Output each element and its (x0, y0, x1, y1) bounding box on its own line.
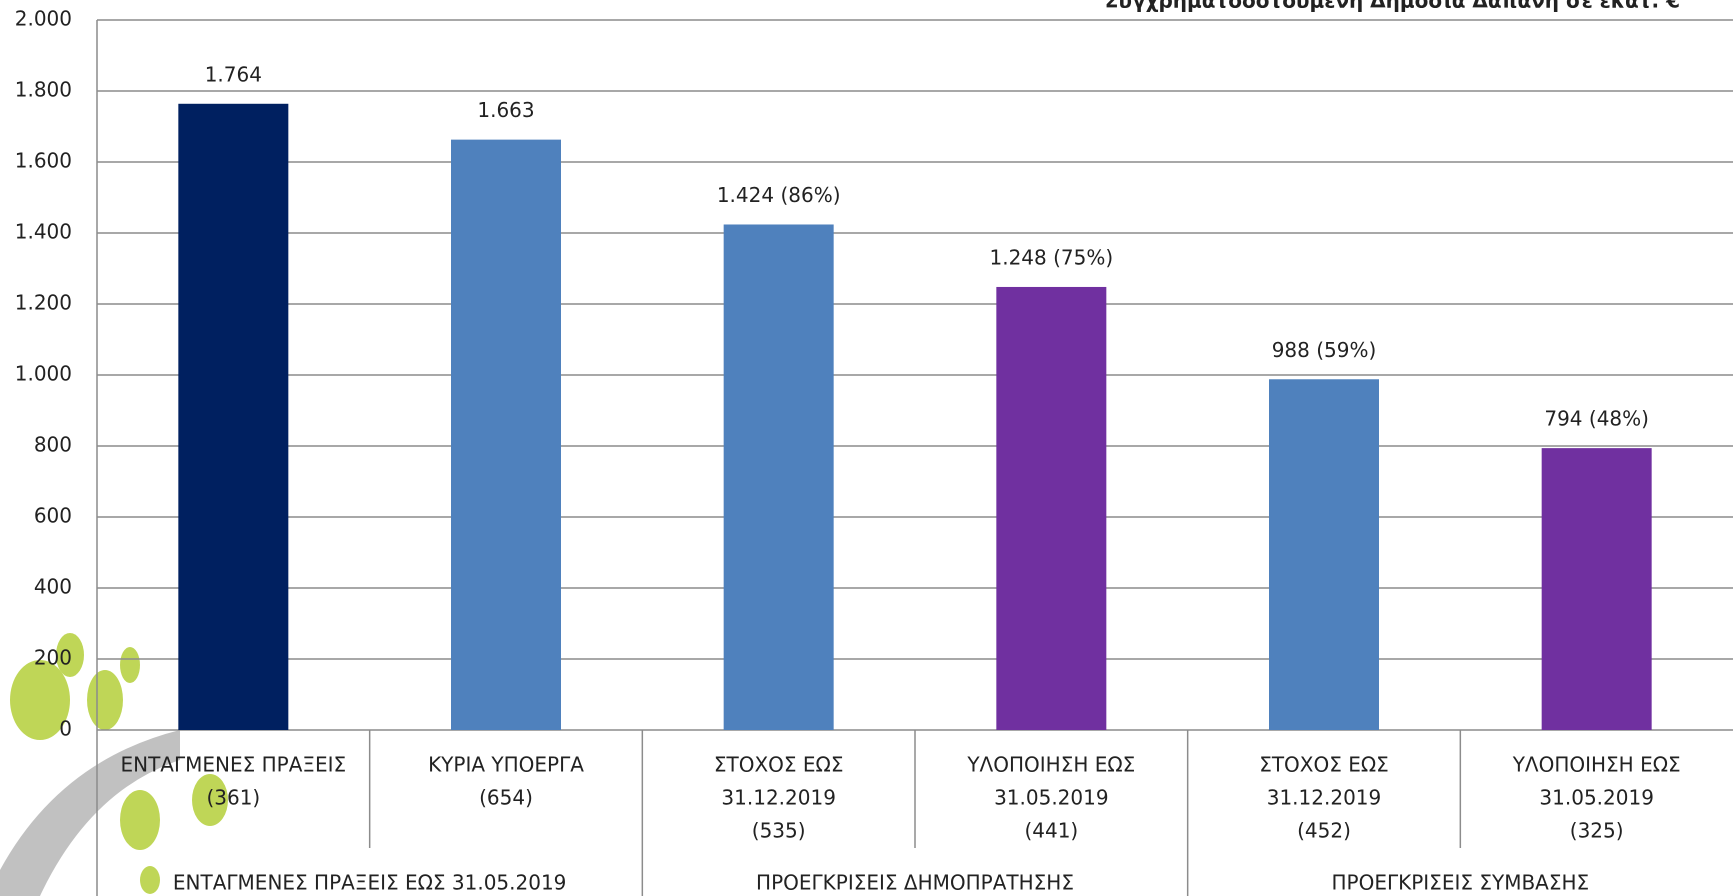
x-tick-label: 31.12.2019 (721, 786, 836, 810)
chart-title: Συγχρηματοδοτούμενη Δημόσια Δαπάνη σε εκ… (1105, 0, 1680, 13)
logo (0, 633, 228, 896)
bar (723, 224, 834, 731)
x-tick-label: ΥΛΟΠΟΙΗΣΗ ΕΩΣ (966, 753, 1135, 777)
x-tick-label: 31.05.2019 (994, 786, 1109, 810)
y-tick-label: 1.000 (15, 362, 72, 386)
y-tick-label: 1.600 (15, 149, 72, 173)
bar (451, 139, 561, 730)
y-tick-label: 200 (34, 646, 72, 670)
x-tick-label: (654) (479, 786, 533, 810)
y-tick-label: 2.000 (15, 7, 72, 31)
bar (178, 103, 289, 730)
y-tick-label: 800 (34, 433, 72, 457)
x-tick-label: 31.12.2019 (1267, 786, 1382, 810)
value-label: 1.424 (86%) (717, 183, 841, 207)
group-label: ΕΝΤΑΓΜΕΝΕΣ ΠΡΑΞΕΙΣ ΕΩΣ 31.05.2019 (173, 871, 567, 895)
y-tick-label: 0 (59, 717, 72, 741)
y-tick-label: 400 (34, 575, 72, 599)
x-tick-label: (535) (752, 819, 806, 843)
group-label: ΠΡΟΕΓΚΡΙΣΕΙΣ ΣΥΜΒΑΣΗΣ (1331, 871, 1589, 895)
x-tick-label: ΥΛΟΠΟΙΗΣΗ ΕΩΣ (1512, 753, 1681, 777)
group-label: ΠΡΟΕΓΚΡΙΣΕΙΣ ΔΗΜΟΠΡΑΤΗΣΗΣ (756, 871, 1074, 895)
x-tick-label: ΣΤΟΧΟΣ ΕΩΣ (714, 753, 844, 777)
bar (1269, 379, 1379, 730)
value-label: 794 (48%) (1544, 407, 1649, 431)
x-tick-label: (361) (206, 786, 260, 810)
value-label: 1.663 (477, 98, 534, 122)
value-label: 988 (59%) (1272, 338, 1377, 362)
y-tick-label: 600 (34, 504, 72, 528)
bar (1541, 448, 1652, 730)
y-tick-label: 1.400 (15, 220, 72, 244)
y-tick-label: 1.200 (15, 291, 72, 315)
x-tick-label: (325) (1570, 819, 1624, 843)
bar (996, 286, 1107, 730)
x-tick-label: (452) (1297, 819, 1351, 843)
x-tick-label: (441) (1024, 819, 1078, 843)
x-tick-label: 31.05.2019 (1539, 786, 1654, 810)
x-tick-label: ΕΝΤΑΓΜΕΝΕΣ ΠΡΑΞΕΙΣ (120, 753, 346, 777)
value-label: 1.248 (75%) (989, 245, 1113, 269)
x-tick-label: ΣΤΟΧΟΣ ΕΩΣ (1259, 753, 1389, 777)
y-tick-label: 1.800 (15, 78, 72, 102)
x-tick-label: ΚΥΡΙΑ ΥΠΟΕΡΓΑ (428, 753, 584, 777)
value-label: 1.764 (205, 62, 262, 86)
